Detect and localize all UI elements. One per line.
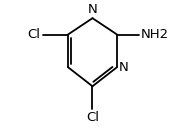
Text: NH2: NH2 xyxy=(141,28,169,41)
Text: N: N xyxy=(88,3,97,16)
Text: N: N xyxy=(119,61,129,74)
Text: Cl: Cl xyxy=(27,28,40,41)
Text: Cl: Cl xyxy=(86,112,99,124)
